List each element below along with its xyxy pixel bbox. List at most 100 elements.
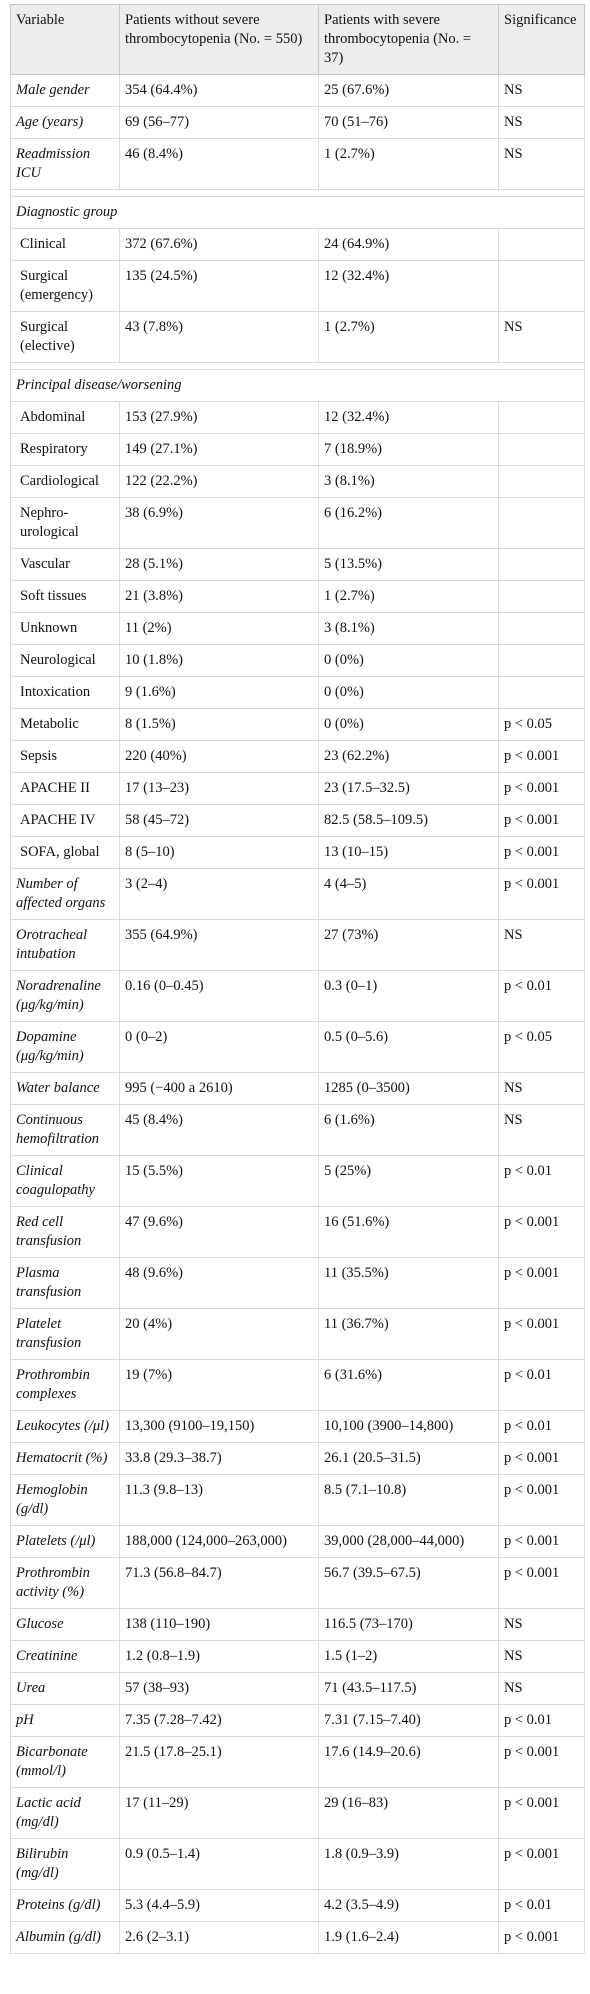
table-row: Platelets (/μl) 188,000 (124,000–263,000)… [10,1525,585,1558]
empty-cell [498,401,585,434]
row-label: Sepsis [10,740,120,773]
empty-cell [498,644,585,677]
table-row: Bicarbonate (mmol/l) 21.5 (17.8–25.1) 17.6… [10,1736,585,1788]
table-row: Continuous hemofiltration 45 (8.4%) 6 (1.6… [10,1104,585,1156]
table-row: Urea 57 (38–93) 71 (43.5–117.5) NS [10,1672,585,1705]
cell: p < 0.001 [498,1206,585,1258]
cell: 11.3 (9.8–13) [119,1474,319,1526]
row-label: Intoxication [10,676,120,709]
row-label: Clinical coagulopathy [10,1155,120,1207]
section-title: Diagnostic group [10,196,585,229]
table-row: Surgical (elective) 43 (7.8%) 1 (2.7%) NS [10,311,585,363]
cell: 12 (32.4%) [318,260,499,312]
row-label: Continuous hemofiltration [10,1104,120,1156]
cell: 47 (9.6%) [119,1206,319,1258]
table-row: Platelet transfusion 20 (4%) 11 (36.7%) p <… [10,1308,585,1360]
cell: 6 (31.6%) [318,1359,499,1411]
cell: p < 0.001 [498,1257,585,1309]
row-label: Platelet transfusion [10,1308,120,1360]
cell: 11 (35.5%) [318,1257,499,1309]
cell: 71 (43.5–117.5) [318,1672,499,1705]
cell: 16 (51.6%) [318,1206,499,1258]
table-row: Albumin (g/dl) 2.6 (2–3.1) 1.9 (1.6–2.4) p … [10,1921,585,1954]
row-label: Cardiological [10,465,120,498]
cell: 116.5 (73–170) [318,1608,499,1641]
cell: NS [498,138,585,190]
cell: 70 (51–76) [318,106,499,139]
table-row: Hematocrit (%) 33.8 (29.3–38.7) 26.1 (20.5… [10,1442,585,1475]
row-label: SOFA, global [10,836,120,869]
cell: 0 (0%) [318,676,499,709]
table-row: Orotracheal intubation 355 (64.9%) 27 (73%… [10,919,585,971]
cell: 58 (45–72) [119,804,319,837]
cell: 21 (3.8%) [119,580,319,613]
empty-cell [498,497,585,549]
cell: NS [498,1672,585,1705]
cell: 995 (−400 a 2610) [119,1072,319,1105]
table-row: Proteins (g/dl) 5.3 (4.4–5.9) 4.2 (3.5–4.9… [10,1889,585,1922]
table-row: Nephro-urological 38 (6.9%) 6 (16.2%) [10,497,585,549]
row-label: Unknown [10,612,120,645]
table-row: Intoxication 9 (1.6%) 0 (0%) [10,676,585,709]
cell: 25 (67.6%) [318,74,499,107]
cell: 56.7 (39.5–67.5) [318,1557,499,1609]
cell: NS [498,1072,585,1105]
row-label: Surgical (emergency) [10,260,120,312]
cell: 82.5 (58.5–109.5) [318,804,499,837]
cell: 57 (38–93) [119,1672,319,1705]
table-row: Leukocytes (/μl) 13,300 (9100–19,150) 10,1… [10,1410,585,1443]
table-row: Clinical coagulopathy 15 (5.5%) 5 (25%) p <… [10,1155,585,1207]
cell: 17.6 (14.9–20.6) [318,1736,499,1788]
cell: 1 (2.7%) [318,138,499,190]
table-body: Male gender 354 (64.4%) 25 (67.6%) NS Age (y… [10,74,585,1954]
row-label: Leukocytes (/μl) [10,1410,120,1443]
row-label: Hematocrit (%) [10,1442,120,1475]
empty-cell [498,228,585,261]
cell: p < 0.01 [498,1155,585,1207]
table-row: Prothrombin activity (%) 71.3 (56.8–84.7)… [10,1557,585,1609]
cell: 9 (1.6%) [119,676,319,709]
row-label: Water balance [10,1072,120,1105]
cell: p < 0.001 [498,1838,585,1890]
table-row: Number of affected organs 3 (2–4) 4 (4–5) p… [10,868,585,920]
table-row: Neurological 10 (1.8%) 0 (0%) [10,644,585,677]
empty-cell [498,580,585,613]
row-label: Age (years) [10,106,120,139]
table-row: Glucose 138 (110–190) 116.5 (73–170) NS [10,1608,585,1641]
cell: 0.5 (0–5.6) [318,1021,499,1073]
row-label: APACHE II [10,772,120,805]
table-row: Male gender 354 (64.4%) 25 (67.6%) NS [10,74,585,107]
spacer-row [10,189,585,197]
cell: p < 0.05 [498,1021,585,1073]
row-label: Glucose [10,1608,120,1641]
header-row: Variable Patients without severe thromboc… [10,4,585,75]
row-label: Number of affected organs [10,868,120,920]
cell: 0 (0%) [318,644,499,677]
cell: p < 0.001 [498,1921,585,1954]
empty-cell [498,260,585,312]
table-row: Bilirubin (mg/dl) 0.9 (0.5–1.4) 1.8 (0.9–3… [10,1838,585,1890]
row-label: Nephro-urological [10,497,120,549]
row-label: Prothrombin complexes [10,1359,120,1411]
table-row: SOFA, global 8 (5–10) 13 (10–15) p < 0.001 [10,836,585,869]
table-row: APACHE IV 58 (45–72) 82.5 (58.5–109.5) p < … [10,804,585,837]
cell: 122 (22.2%) [119,465,319,498]
row-label: Metabolic [10,708,120,741]
row-label: Prothrombin activity (%) [10,1557,120,1609]
cell: 45 (8.4%) [119,1104,319,1156]
table-row: Sepsis 220 (40%) 23 (62.2%) p < 0.001 [10,740,585,773]
cell: 11 (36.7%) [318,1308,499,1360]
cell: 4.2 (3.5–4.9) [318,1889,499,1922]
cell: p < 0.001 [498,868,585,920]
cell: 29 (16–83) [318,1787,499,1839]
table-row: Dopamine (μg/kg/min) 0 (0–2) 0.5 (0–5.6) p … [10,1021,585,1073]
row-label: Hemoglobin (g/dl) [10,1474,120,1526]
cell: NS [498,74,585,107]
cell: 69 (56–77) [119,106,319,139]
cell: p < 0.01 [498,1410,585,1443]
cell: p < 0.01 [498,970,585,1022]
section-title: Principal disease/worsening [10,369,585,402]
header-cell: Significance [498,4,585,75]
cell: p < 0.01 [498,1889,585,1922]
